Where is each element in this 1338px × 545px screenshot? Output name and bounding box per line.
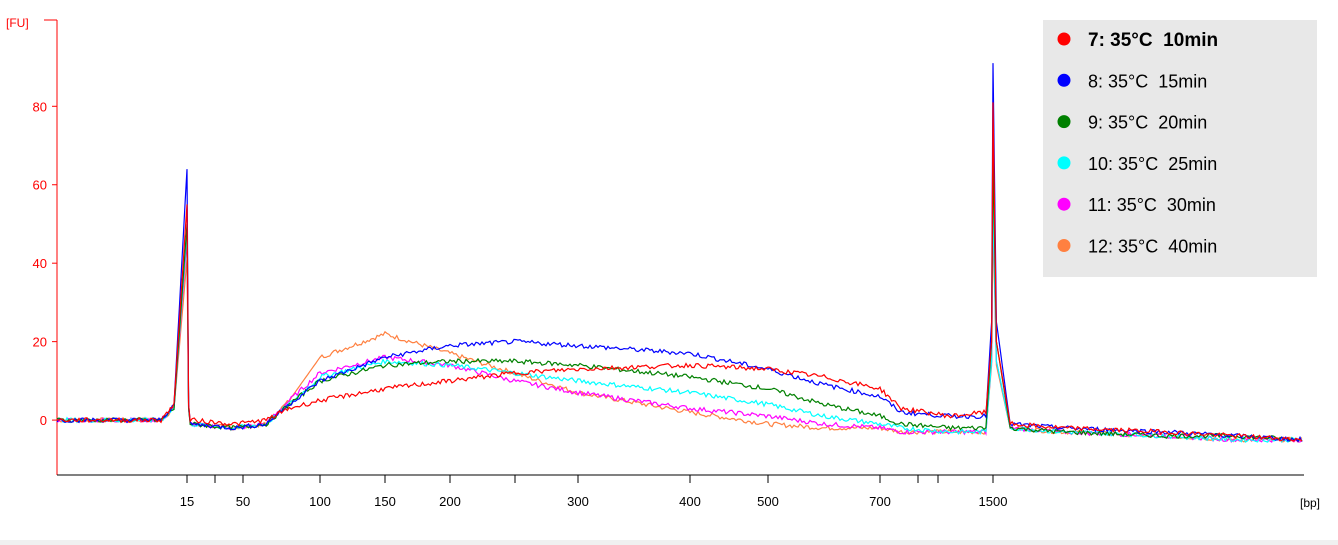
legend-label: 8: 35°C 15min [1088,71,1207,91]
legend-marker [1057,197,1071,211]
x-tick-label: 50 [236,494,250,509]
x-tick-label: 200 [439,494,461,509]
y-tick-label: 60 [33,178,47,193]
x-axis-label: [bp] [1300,496,1320,510]
legend-label: 9: 35°C 20min [1088,113,1207,133]
series-line [56,63,1303,443]
legend-marker [1057,32,1071,46]
y-tick-label: 0 [40,413,47,428]
series-lines [56,63,1303,444]
legend-label: 12: 35°C 40min [1088,237,1217,257]
x-tick-label: 500 [757,494,779,509]
x-tick-label: 15 [180,494,194,509]
y-tick-label: 20 [33,335,47,350]
legend-marker [1057,73,1071,87]
legend-box [1043,20,1317,277]
y-tick-label: 80 [33,99,47,114]
y-axis-label: [FU] [6,16,29,30]
axes: 0 20 40 60 80 [FU] 15 50 100 150 200 300 400 500 700 15… [6,16,1320,510]
x-tick-label: 700 [869,494,891,509]
y-tick-label: 40 [33,256,47,271]
x-tick-label: 100 [309,494,331,509]
legend-marker [1057,239,1071,252]
legend-marker [1057,156,1071,170]
legend-label: 7: 35°C 10min [1088,30,1218,51]
legend-label: 10: 35°C 25min [1088,154,1217,174]
x-tick-label: 1500 [979,494,1008,509]
legend-label: 11: 35°C 30min [1088,195,1216,215]
legend-marker [1057,115,1071,129]
legend: 7: 35°C 10min 8: 35°C 15min 9: 35°C 20min 1… [1043,20,1317,277]
x-tick-label: 400 [679,494,701,509]
x-tick-label: 150 [374,494,396,509]
series-line [56,102,1303,442]
x-tick-label: 300 [567,494,589,509]
